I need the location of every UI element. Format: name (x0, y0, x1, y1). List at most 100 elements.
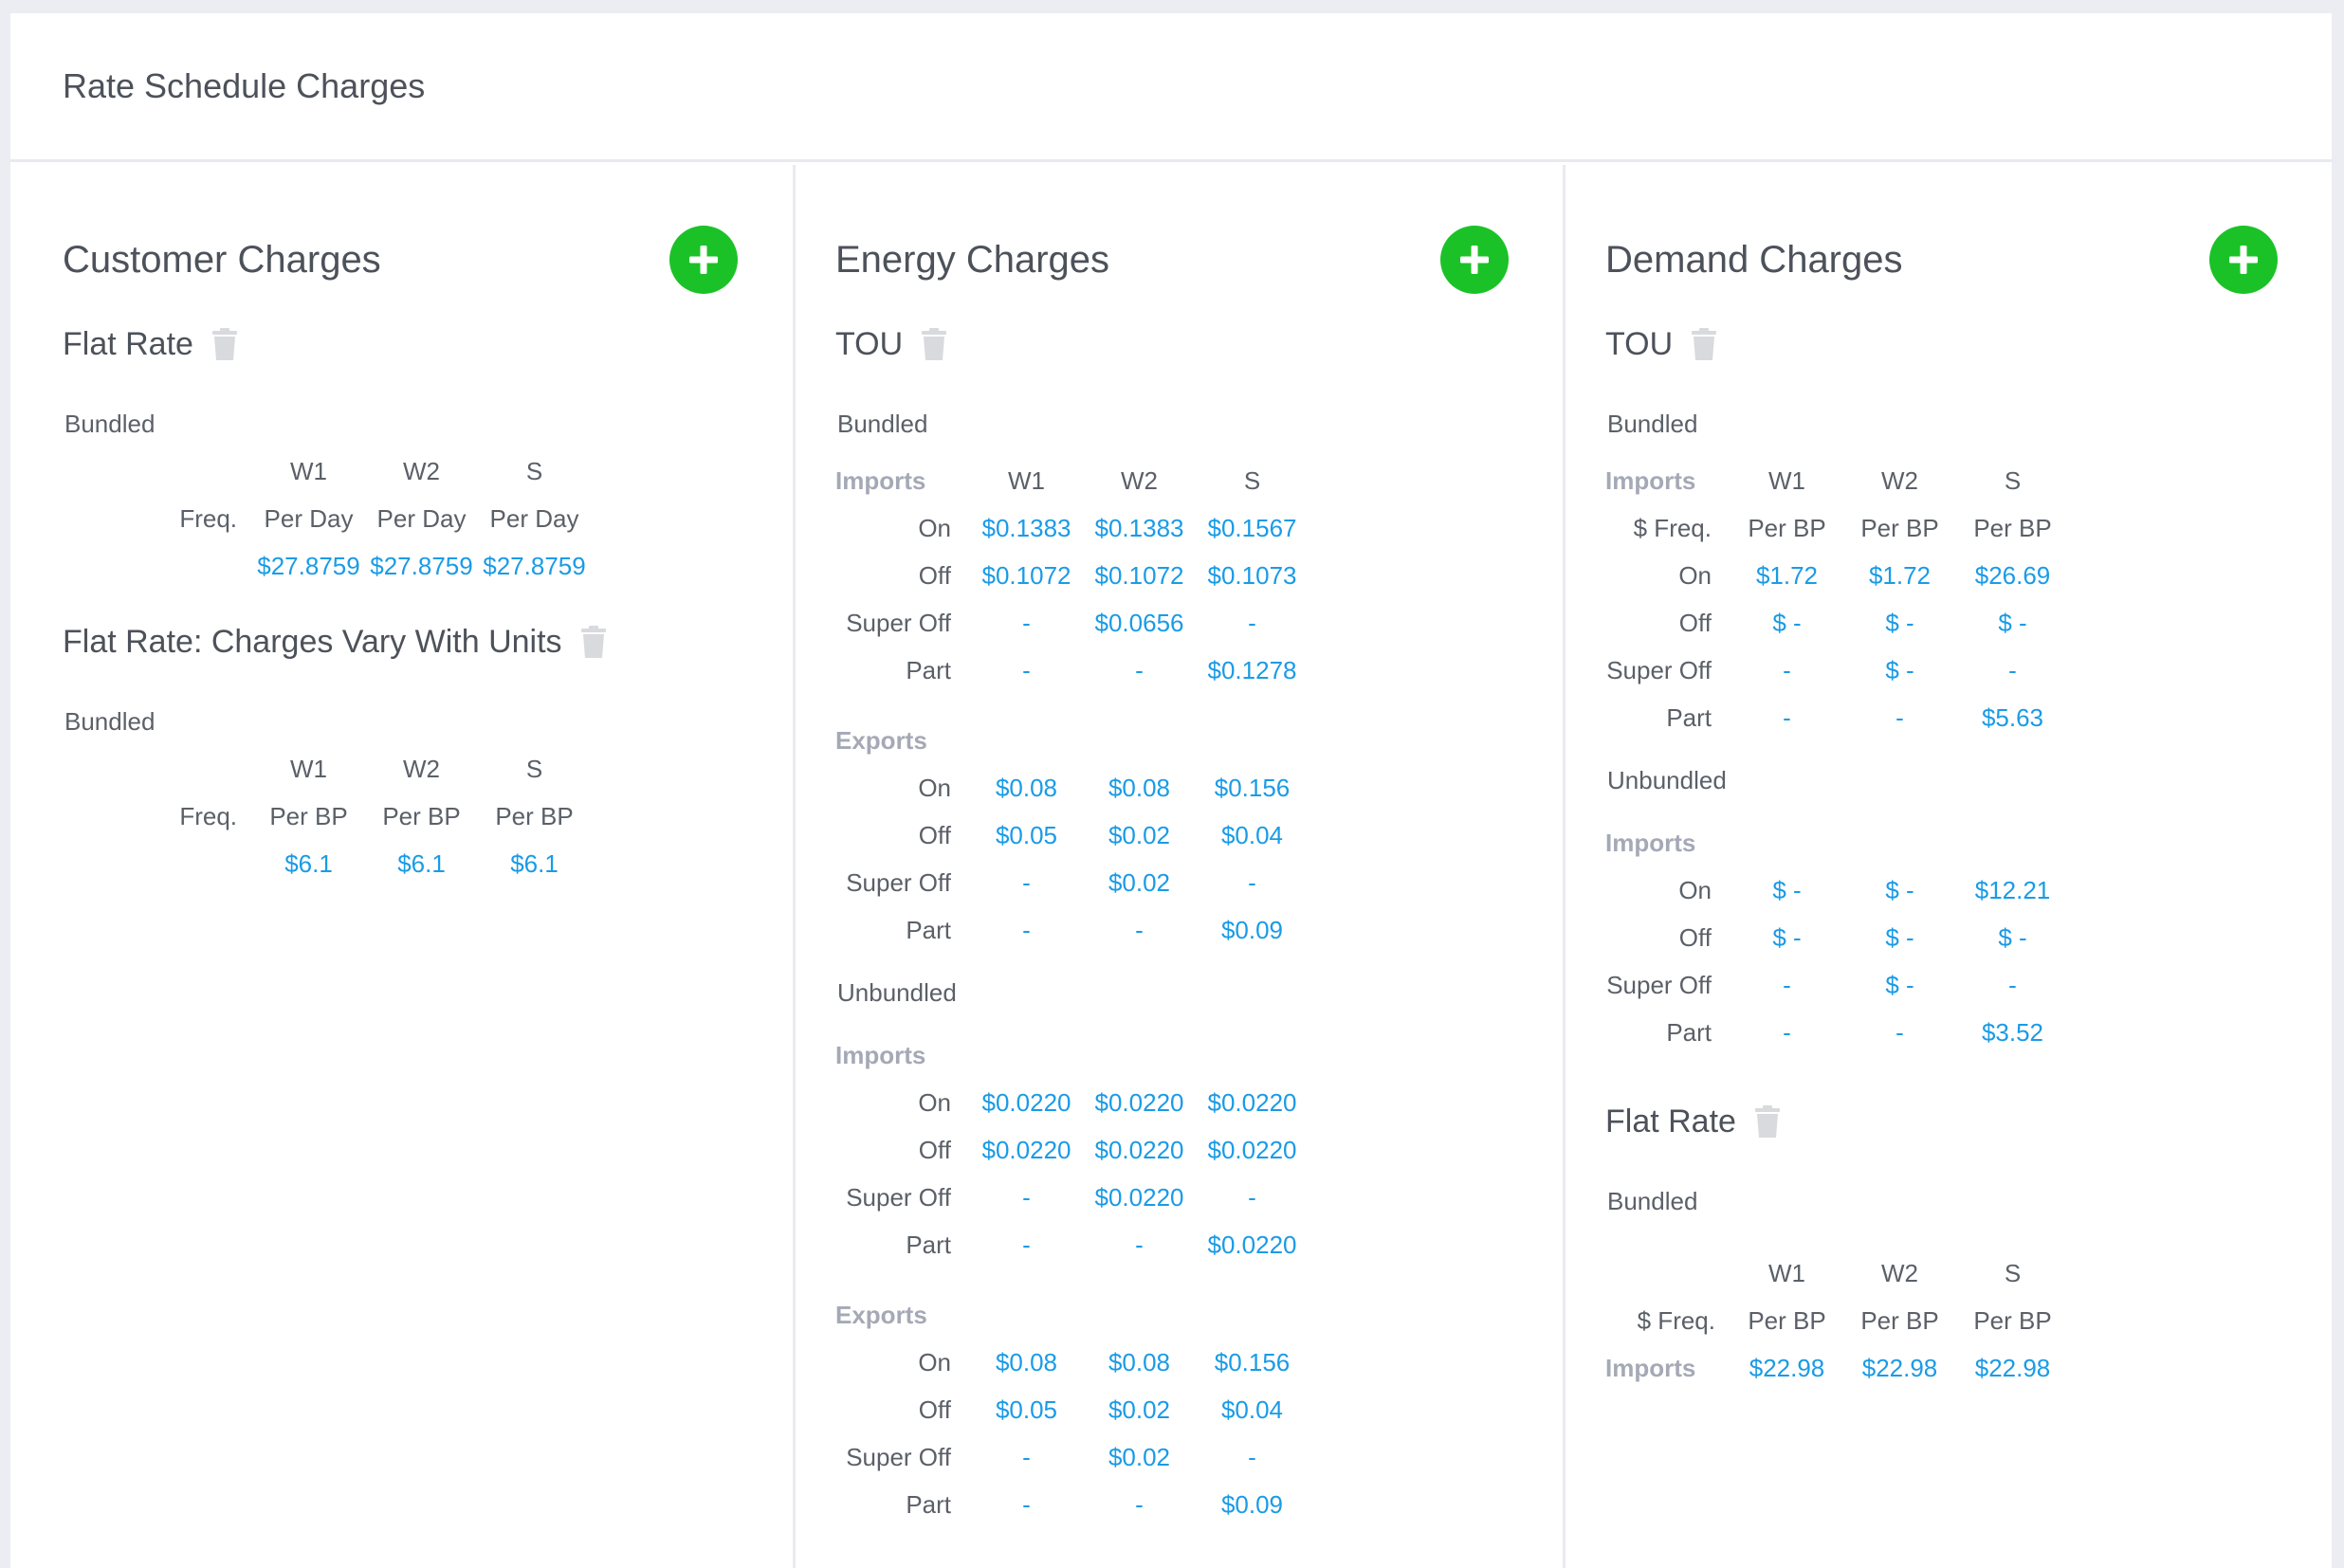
freq-label: Freq. (179, 503, 237, 533)
charge-value: $0.08 (995, 1347, 1058, 1377)
charge-value: $0.0220 (1207, 1087, 1297, 1117)
row-label: Super Off (1606, 655, 1712, 684)
table-row: Off $0.0220 $0.0220 $0.0220 (835, 1126, 1309, 1174)
freq-label: $ Freq. (1633, 513, 1712, 542)
charge-value: - (1022, 608, 1031, 637)
table-row: Super Off - $0.02 - (835, 859, 1309, 906)
table-row: Part - - $0.09 (835, 906, 1309, 954)
charge-value: $0.156 (1214, 773, 1291, 802)
table-row: $27.8759 $27.8759 $27.8759 (119, 542, 591, 590)
trash-icon[interactable] (211, 328, 239, 360)
table-row: On $0.1383 $0.1383 $0.1567 (835, 504, 1309, 552)
row-label: Part (906, 655, 951, 684)
charge-value: - (1022, 1442, 1031, 1471)
row-label: Off (1678, 922, 1712, 952)
charge-value: $1.72 (1755, 560, 1819, 590)
flat-rate-title: Flat Rate (63, 325, 193, 362)
freq-value: Per Day (489, 503, 579, 533)
charge-value: $22.98 (1861, 1353, 1938, 1382)
charge-value: $ - (1885, 608, 1914, 637)
charge-value: - (1248, 867, 1256, 897)
charge-value: - (1022, 1489, 1031, 1519)
charge-value: $0.0220 (1094, 1182, 1184, 1212)
column-header: W1 (1768, 1258, 1805, 1287)
table-row: Exports (835, 1291, 1309, 1339)
energy-charges-column: Energy Charges TOU Bundled Imports W1 W2 S O… (793, 165, 1563, 1568)
charge-value: - (2008, 655, 2017, 684)
demand-charges-title: Demand Charges (1605, 238, 1903, 281)
table-row: Part - - $0.09 (835, 1481, 1309, 1528)
charge-value: $3.52 (1981, 1017, 2044, 1047)
row-label: Part (1666, 1017, 1712, 1047)
charge-value: - (1783, 655, 1791, 684)
add-energy-charge-button[interactable] (1440, 226, 1509, 294)
charge-value: $0.0656 (1094, 608, 1184, 637)
table-row: Off $0.1072 $0.1072 $0.1073 (835, 552, 1309, 599)
charge-value: $0.08 (995, 773, 1058, 802)
charge-value: $0.0220 (981, 1135, 1071, 1164)
column-header: W1 (290, 456, 327, 485)
table-row: Off $0.05 $0.02 $0.04 (835, 1386, 1309, 1433)
charge-value: - (1248, 608, 1256, 637)
freq-value: Per BP (382, 801, 461, 830)
flat-rate-units-title: Flat Rate: Charges Vary With Units (63, 623, 562, 660)
table-row: On $ - $ - $12.21 (1605, 866, 2069, 914)
trash-icon[interactable] (1690, 328, 1718, 360)
row-label: On (1678, 560, 1712, 590)
charge-value: $0.1567 (1207, 513, 1297, 542)
demand-tou-tables: Imports W1 W2 S $ Freq. Per BP Per BP Per BP On $… (1605, 457, 2278, 1056)
charge-value: - (1135, 655, 1144, 684)
charge-value: $ - (1772, 608, 1802, 637)
table-row: $6.1 $6.1 $6.1 (119, 840, 591, 887)
row-label: Off (918, 560, 951, 590)
trash-icon[interactable] (579, 626, 608, 658)
column-header: S (525, 754, 543, 783)
energy-unbundled-exports-table: Exports On $0.08 $0.08 $0.156 Off $0.05 $0.02 $0… (835, 1291, 1309, 1528)
add-customer-charge-button[interactable] (669, 226, 738, 294)
column-header: W2 (1881, 465, 1918, 495)
charge-value: $0.0220 (981, 1087, 1071, 1117)
table-row: W1 W2 S (1605, 1249, 2069, 1297)
charge-value: $0.0220 (1094, 1087, 1184, 1117)
charge-value: $0.04 (1220, 820, 1284, 849)
table-row: Super Off - $0.0220 - (835, 1174, 1309, 1221)
plus-icon (689, 246, 718, 274)
demand-tou-section-header: TOU (1605, 320, 2278, 368)
customer-charges-title: Customer Charges (63, 238, 381, 281)
column-header: W2 (403, 456, 440, 485)
charge-value: $0.1383 (981, 513, 1071, 542)
charges-columns: Customer Charges Flat Rate Bundled W1 W2… (10, 165, 2332, 1568)
charge-value: $0.05 (995, 1395, 1058, 1424)
trash-icon[interactable] (1753, 1105, 1782, 1138)
charge-value: $0.08 (1108, 1347, 1171, 1377)
charge-value: - (1783, 1017, 1791, 1047)
freq-value: Per Day (264, 503, 354, 533)
column-header: S (2004, 1258, 2022, 1287)
freq-value: Per BP (495, 801, 574, 830)
column-header: W1 (1768, 465, 1805, 495)
add-demand-charge-button[interactable] (2209, 226, 2278, 294)
charge-value: - (1022, 915, 1031, 944)
card-header: Rate Schedule Charges (10, 13, 2332, 162)
charge-value: $6.1 (397, 848, 446, 878)
charge-value: $ - (1998, 608, 2027, 637)
energy-bundled-exports-table: Exports On $0.08 $0.08 $0.156 Off $0.05 $0.02 $0… (835, 717, 1309, 954)
trash-icon[interactable] (920, 328, 948, 360)
charge-value: $0.09 (1220, 1489, 1284, 1519)
row-label: Super Off (846, 608, 951, 637)
imports-label: Imports (1605, 1353, 1696, 1382)
plus-icon (2229, 246, 2258, 274)
row-label: On (918, 773, 951, 802)
charge-value: $0.1072 (1094, 560, 1184, 590)
charge-value: $6.1 (510, 848, 559, 878)
charge-value: $0.02 (1108, 820, 1171, 849)
table-row: Super Off - $0.0656 - (835, 599, 1309, 647)
demand-tou-title: TOU (1605, 325, 1674, 362)
freq-label: $ Freq. (1637, 1305, 1715, 1335)
charge-value: - (1895, 702, 1904, 732)
column-header: S (525, 456, 543, 485)
table-row: Super Off - $ - - (1605, 961, 2069, 1009)
row-label: Off (918, 820, 951, 849)
charge-value: - (1135, 1489, 1144, 1519)
table-row: On $0.08 $0.08 $0.156 (835, 1339, 1309, 1386)
